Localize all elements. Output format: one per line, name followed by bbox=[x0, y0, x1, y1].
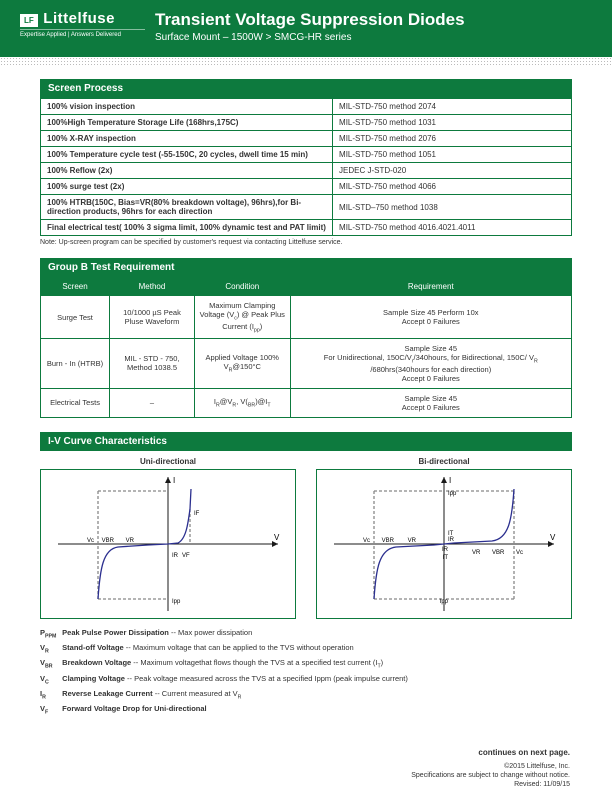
definition-item: VBR Breakdown Voltage -- Maximum voltage… bbox=[40, 657, 572, 671]
iv-right-title: Bi-directional bbox=[316, 457, 572, 466]
column-header: Condition bbox=[194, 278, 290, 296]
header-bar: LF Littelfuse Expertise Applied | Answer… bbox=[0, 0, 612, 57]
footer-line: Revised: 11/09/15 bbox=[40, 780, 570, 789]
svg-text:IT: IT bbox=[443, 555, 449, 561]
cell: Sample Size 45Accept 0 Failures bbox=[290, 388, 571, 417]
svg-text:IR: IR bbox=[172, 553, 179, 559]
screen-process-table: 100% vision inspectionMIL-STD-750 method… bbox=[40, 98, 572, 236]
svg-text:Vc: Vc bbox=[87, 538, 94, 544]
cell: 10/1000 µS Peak Pluse Waveform bbox=[110, 296, 195, 339]
table-row: Burn - In (HTRB)MIL - STD - 750, Method … bbox=[41, 339, 572, 389]
cell-left: Final electrical test( 100% 3 sigma limi… bbox=[41, 220, 333, 236]
svg-text:VR: VR bbox=[408, 538, 417, 544]
table-row: 100%High Temperature Storage Life (168hr… bbox=[41, 115, 572, 131]
svg-text:IR: IR bbox=[448, 537, 455, 543]
svg-text:IR: IR bbox=[442, 547, 449, 553]
section-heading-group-b: Group B Test Requirement bbox=[40, 258, 572, 277]
cell-left: 100% HTRB(150C, Bias=VR(80% breakdown vo… bbox=[41, 195, 333, 220]
column-header: Requirement bbox=[290, 278, 571, 296]
table-row: Surge Test10/1000 µS Peak Pluse Waveform… bbox=[41, 296, 572, 339]
cell-right: MIL-STD-750 method 2076 bbox=[333, 131, 572, 147]
cell-right: JEDEC J-STD-020 bbox=[333, 163, 572, 179]
continues-label: continues on next page. bbox=[40, 748, 570, 758]
cell-right: MIL-STD–750 method 1038 bbox=[333, 195, 572, 220]
definition-item: VC Clamping Voltage -- Peak voltage meas… bbox=[40, 673, 572, 687]
svg-text:I: I bbox=[173, 476, 175, 485]
definition-item: VF Forward Voltage Drop for Uni-directio… bbox=[40, 703, 572, 717]
cell-right: MIL-STD-750 method 4016.4021.4011 bbox=[333, 220, 572, 236]
cell: Sample Size 45 Perform 10xAccept 0 Failu… bbox=[290, 296, 571, 339]
cell: – bbox=[110, 388, 195, 417]
svg-text:VR: VR bbox=[126, 538, 135, 544]
column-header: Screen bbox=[41, 278, 110, 296]
logo-tagline: Expertise Applied | Answers Delivered bbox=[20, 29, 145, 38]
svg-text:I: I bbox=[449, 476, 451, 485]
svg-text:VBR: VBR bbox=[102, 538, 115, 544]
cell-right: MIL-STD-750 method 1031 bbox=[333, 115, 572, 131]
dot-strip bbox=[0, 57, 612, 65]
table-row: 100% Reflow (2x)JEDEC J-STD-020 bbox=[41, 163, 572, 179]
cell: Sample Size 45For Unidirectional, 150C/V… bbox=[290, 339, 571, 389]
cell: Maximum Clamping Voltage (Vc) @ Peak Plu… bbox=[194, 296, 290, 339]
svg-text:Vc: Vc bbox=[363, 538, 370, 544]
cell: Burn - In (HTRB) bbox=[41, 339, 110, 389]
cell: MIL - STD - 750, Method 1038.5 bbox=[110, 339, 195, 389]
table-row: 100% X-RAY inspectionMIL-STD-750 method … bbox=[41, 131, 572, 147]
iv-left-title: Uni-directional bbox=[40, 457, 296, 466]
svg-text:VBR: VBR bbox=[382, 538, 395, 544]
table-row: 100% Temperature cycle test (-55-150C, 2… bbox=[41, 147, 572, 163]
title-block: Transient Voltage Suppression Diodes Sur… bbox=[145, 10, 592, 43]
column-header: Method bbox=[110, 278, 195, 296]
footer-line: Specifications are subject to change wit… bbox=[40, 771, 570, 780]
section-heading-iv: I-V Curve Characteristics bbox=[40, 432, 572, 451]
svg-text:Ipp: Ipp bbox=[440, 599, 449, 605]
table-row: 100% vision inspectionMIL-STD-750 method… bbox=[41, 99, 572, 115]
svg-text:VF: VF bbox=[182, 553, 190, 559]
cell: IR@VR, V(BR)@IT bbox=[194, 388, 290, 417]
logo-block: LF Littelfuse Expertise Applied | Answer… bbox=[20, 10, 145, 38]
iv-chart-bi: IVVcVBRVRVRVBRVcIppIppITITIRIR bbox=[316, 469, 572, 619]
svg-text:VR: VR bbox=[472, 550, 481, 556]
definition-item: VR Stand-off Voltage -- Maximum voltage … bbox=[40, 642, 572, 656]
svg-text:V: V bbox=[274, 533, 280, 542]
svg-text:Ipp: Ipp bbox=[448, 491, 457, 497]
cell-right: MIL-STD-750 method 2074 bbox=[333, 99, 572, 115]
logo-icon: LF bbox=[20, 14, 38, 27]
cell: Applied Voltage 100% VR@150°C bbox=[194, 339, 290, 389]
group-b-table: ScreenMethodConditionRequirementSurge Te… bbox=[40, 277, 572, 418]
table-row: Final electrical test( 100% 3 sigma limi… bbox=[41, 220, 572, 236]
svg-text:Ipp: Ipp bbox=[172, 599, 181, 605]
svg-text:IF: IF bbox=[194, 511, 200, 517]
page-subtitle: Surface Mount – 1500W > SMCG-HR series bbox=[155, 32, 592, 43]
iv-chart-uni: I V Vc VBR VR IRVF Ipp IF bbox=[40, 469, 296, 619]
definitions-list: PPPM Peak Pulse Power Dissipation -- Max… bbox=[40, 627, 572, 718]
table-row: 100% HTRB(150C, Bias=VR(80% breakdown vo… bbox=[41, 195, 572, 220]
cell-left: 100% Temperature cycle test (-55-150C, 2… bbox=[41, 147, 333, 163]
cell-left: 100% surge test (2x) bbox=[41, 179, 333, 195]
svg-text:V: V bbox=[550, 533, 556, 542]
cell-right: MIL-STD-750 method 4066 bbox=[333, 179, 572, 195]
cell-left: 100% Reflow (2x) bbox=[41, 163, 333, 179]
footer-line: ©2015 Littelfuse, Inc. bbox=[40, 762, 570, 771]
svg-text:Vc: Vc bbox=[516, 550, 523, 556]
page-title: Transient Voltage Suppression Diodes bbox=[155, 10, 592, 30]
section-heading-screen-process: Screen Process bbox=[40, 79, 572, 98]
cell: Electrical Tests bbox=[41, 388, 110, 417]
svg-text:VBR: VBR bbox=[492, 550, 505, 556]
cell-right: MIL-STD-750 method 1051 bbox=[333, 147, 572, 163]
table-row: Electrical Tests–IR@VR, V(BR)@ITSample S… bbox=[41, 388, 572, 417]
cell-left: 100% vision inspection bbox=[41, 99, 333, 115]
cell: Surge Test bbox=[41, 296, 110, 339]
screen-process-note: Note: Up-screen program can be specified… bbox=[40, 239, 572, 246]
cell-left: 100% X-RAY inspection bbox=[41, 131, 333, 147]
table-row: 100% surge test (2x)MIL-STD-750 method 4… bbox=[41, 179, 572, 195]
definition-item: IR Reverse Leakage Current -- Current me… bbox=[40, 688, 572, 702]
logo-text: Littelfuse bbox=[43, 10, 115, 27]
cell-left: 100%High Temperature Storage Life (168hr… bbox=[41, 115, 333, 131]
definition-item: PPPM Peak Pulse Power Dissipation -- Max… bbox=[40, 627, 572, 641]
page-footer: continues on next page. ©2015 Littelfuse… bbox=[40, 748, 572, 790]
